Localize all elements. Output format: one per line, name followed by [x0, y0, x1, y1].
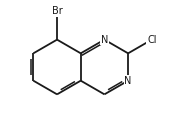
Text: Br: Br [52, 6, 62, 16]
Text: N: N [101, 35, 108, 45]
Text: N: N [124, 76, 132, 86]
Text: Cl: Cl [147, 35, 157, 45]
